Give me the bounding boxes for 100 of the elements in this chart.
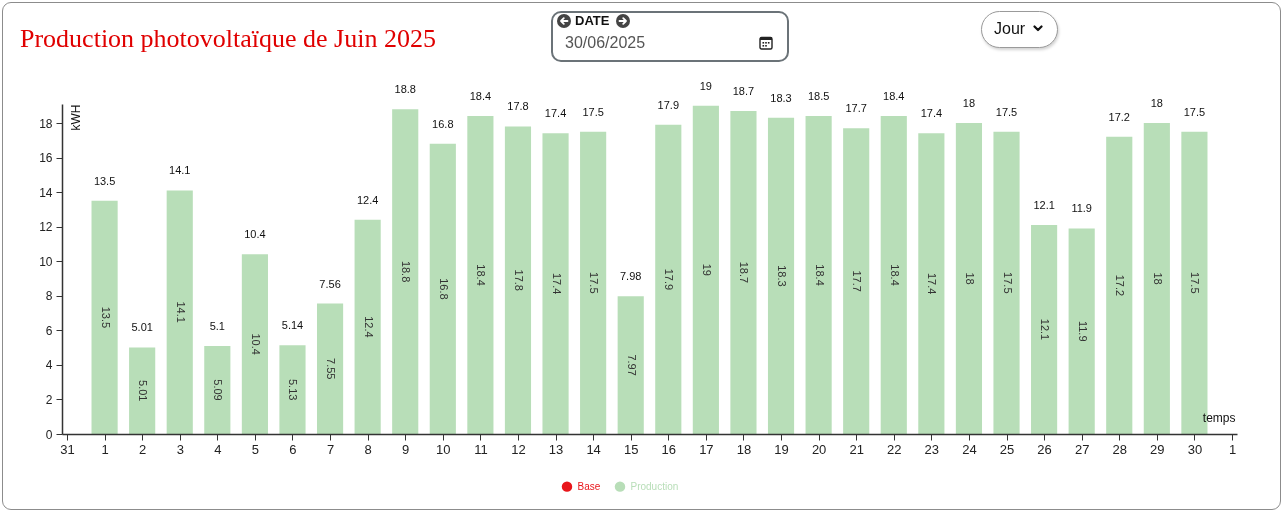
total-label: 7.56 <box>319 277 341 290</box>
x-tick-label: 29 <box>1150 441 1165 457</box>
x-tick-label: 19 <box>774 441 789 457</box>
x-tick-label: 1 <box>101 441 109 457</box>
bar <box>955 123 983 434</box>
x-tick-label: 24 <box>962 441 977 457</box>
total-label: 14.1 <box>169 164 191 177</box>
x-tick-label: 3 <box>176 441 184 457</box>
bar <box>542 133 569 434</box>
bar <box>91 200 118 434</box>
bar <box>730 110 757 434</box>
x-tick-label: 15 <box>623 441 639 457</box>
bar <box>880 116 907 434</box>
data-label: 5.09 <box>212 379 225 401</box>
bar <box>843 128 870 434</box>
data-label: 18 <box>1151 272 1164 285</box>
x-tick-label: 20 <box>811 441 827 457</box>
total-label: 17.2 <box>1108 110 1130 123</box>
x-axis-title: temps <box>1202 410 1236 425</box>
x-tick-label: 28 <box>1112 441 1127 457</box>
x-tick-label: 16 <box>661 441 677 457</box>
total-label: 16.8 <box>432 117 454 130</box>
total-label: 5.14 <box>281 319 304 332</box>
x-tick-label: 26 <box>1037 441 1052 457</box>
total-label: 11.9 <box>1071 202 1092 215</box>
x-tick-label: 27 <box>1074 441 1090 457</box>
data-label: 13.5 <box>99 306 112 329</box>
data-label: 11.9 <box>1076 320 1089 342</box>
total-label: 18.8 <box>394 83 416 96</box>
x-tick-label: 1 <box>1228 441 1237 457</box>
y-tick-label: 16 <box>39 151 53 166</box>
x-tick-label: 22 <box>887 441 902 457</box>
chart-title: Production photovoltaïque de Juin 2025 <box>20 24 436 53</box>
x-tick-label: 14 <box>586 441 601 457</box>
data-label: 18.4 <box>813 264 826 286</box>
total-label: 12.1 <box>1033 198 1055 211</box>
bar <box>580 131 607 434</box>
bar <box>316 303 344 434</box>
total-label: 17.5 <box>1183 105 1206 118</box>
data-label: 17.5 <box>1001 272 1014 294</box>
x-tick-label: 17 <box>699 441 714 457</box>
data-label: 17.4 <box>926 272 939 295</box>
total-label: 17.7 <box>845 102 867 115</box>
total-label: 18.5 <box>807 90 830 103</box>
data-label: 14.1 <box>174 301 187 323</box>
bar <box>1143 123 1170 434</box>
data-label: 10.4 <box>249 333 262 355</box>
data-label: 18.7 <box>738 261 751 284</box>
bar <box>241 254 268 434</box>
data-label: 17.5 <box>588 272 601 294</box>
bar <box>1031 224 1058 434</box>
data-label: 17.8 <box>512 269 525 291</box>
x-tick-label: 21 <box>849 441 864 457</box>
x-tick-label: 6 <box>289 441 297 457</box>
y-tick-label: 10 <box>39 254 53 269</box>
bar <box>392 109 419 434</box>
data-label: 17.7 <box>851 270 864 292</box>
total-label: 18.7 <box>732 84 755 97</box>
bar <box>429 143 456 434</box>
x-tick-label: 2 <box>139 441 147 457</box>
bar <box>129 347 156 434</box>
total-label: 13.5 <box>93 174 116 187</box>
y-tick-label: 0 <box>45 427 53 442</box>
data-label: 7.97 <box>625 354 638 376</box>
data-label: 18 <box>963 272 976 285</box>
data-label: 7.55 <box>325 358 338 380</box>
data-label: 5.13 <box>287 378 300 401</box>
total-label: 18.3 <box>770 91 792 104</box>
y-tick-label: 4 <box>45 358 53 373</box>
text: DATE <box>575 13 610 29</box>
bar <box>655 124 682 434</box>
x-tick-label: 9 <box>402 441 410 457</box>
bar <box>617 296 644 434</box>
y-tick-label: 8 <box>45 289 53 304</box>
total-label: 17.8 <box>507 100 529 113</box>
data-label: 12.4 <box>362 316 375 338</box>
bar <box>993 131 1020 434</box>
y-tick-label: 6 <box>45 323 53 338</box>
x-tick-label: 12 <box>511 441 526 457</box>
bar <box>767 117 795 434</box>
total-label: 5.1 <box>209 320 225 333</box>
total-label: 18 <box>1150 97 1163 110</box>
bar <box>805 116 832 434</box>
data-label: 18.4 <box>888 264 901 286</box>
data-label: 19 <box>700 263 713 276</box>
bar <box>1106 136 1133 434</box>
x-tick-label: 11 <box>474 441 488 457</box>
bar <box>1068 228 1095 434</box>
bar <box>279 345 306 434</box>
text: 30/06/2025 <box>565 33 646 53</box>
y-axis-title: kWH <box>68 104 83 131</box>
bar <box>467 116 494 434</box>
text: Jour <box>994 19 1026 39</box>
total-label: 5.01 <box>131 321 153 334</box>
legend-label: Production <box>630 480 679 492</box>
data-label: 18.4 <box>475 264 488 286</box>
total-label: 17.4 <box>920 107 943 120</box>
data-label: 12.1 <box>1039 318 1052 341</box>
bar <box>692 105 719 434</box>
total-label: 7.98 <box>620 270 642 283</box>
